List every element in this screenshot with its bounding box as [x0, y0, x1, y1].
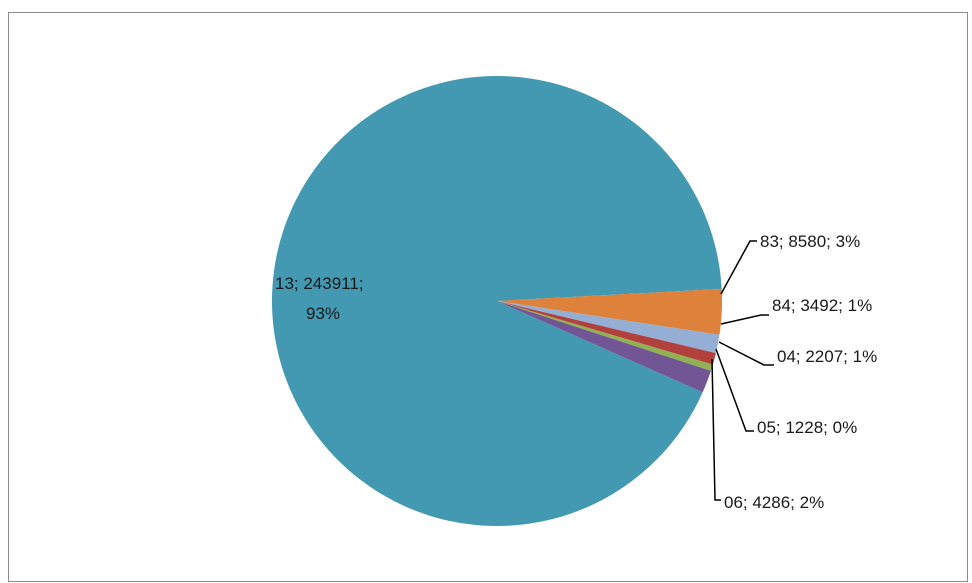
data-labels: 13; 243911; 93% 83; 8580; 3% 84; 3492; 1…: [275, 232, 877, 512]
pie-slice-06: [497, 301, 711, 393]
data-label-04: 04; 2207; 1%: [777, 347, 877, 366]
data-label-84: 84; 3492; 1%: [772, 296, 872, 315]
leader-line-84: [720, 314, 769, 325]
leader-line-04: [718, 341, 774, 366]
data-label-13-line2: 93%: [306, 304, 340, 323]
pie-slice-13: [272, 76, 722, 526]
data-label-13-line1: 13; 243911;: [275, 274, 364, 293]
leader-line-06: [711, 358, 721, 501]
pie-slices: [272, 76, 722, 526]
pie-chart: 13; 243911; 93% 83; 8580; 3% 84; 3492; 1…: [272, 76, 877, 526]
leader-lines: [711, 240, 774, 501]
pie-slice-05: [497, 301, 713, 371]
leader-line-83: [720, 240, 757, 295]
data-label-06: 06; 4286; 2%: [724, 493, 824, 512]
pie-slice-04: [497, 301, 716, 365]
data-label-83: 83; 8580; 3%: [760, 232, 860, 251]
leader-line-05: [715, 348, 754, 432]
pie-slice-83: [497, 288, 722, 335]
pie-slice-84: [497, 301, 720, 354]
data-label-05: 05; 1228; 0%: [757, 418, 857, 437]
chart-area: 13; 243911; 93% 83; 8580; 3% 84; 3492; 1…: [8, 12, 968, 582]
